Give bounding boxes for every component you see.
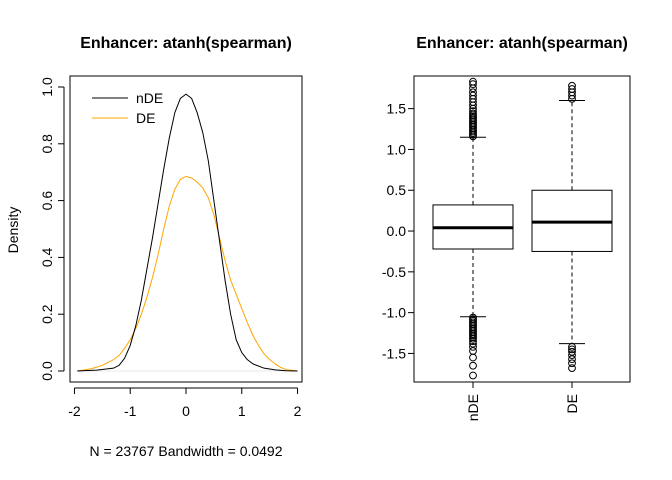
density-y-tick-label: 0.0 [39,361,55,381]
density-series-group [77,93,298,372]
boxplot-y-tick-label: 1.0 [387,141,407,157]
outlier-point-nde [469,80,477,89]
outlier-point-de [568,351,576,359]
outlier-point-nde [469,91,477,100]
box-de [531,81,613,373]
boxplot-y-tick-label: -1.0 [382,305,406,321]
outlier-point-de [568,347,576,356]
boxplot-y-tick-label: -1.5 [382,345,406,361]
density-title: Enhancer: atanh(spearman) [80,35,292,52]
density-line-de [77,175,298,372]
outlier-point-nde [469,343,477,351]
outlier-point-de [568,81,576,90]
boxplot-y-axis: -1.5 -1.0 -0.5 0.0 0.5 1.0 1.5 [382,101,415,361]
outlier-point-de [568,343,576,351]
outlier-point-nde [469,337,477,346]
boxplot-y-tick-label: 0.5 [387,182,407,198]
density-x-tick-label: 2 [294,403,302,419]
boxplot-x-axis: nDE DE [465,381,580,421]
legend-label-nde: nDE [136,90,163,106]
outlier-point-nde [469,109,477,118]
density-y-tick-label: 0.4 [39,247,55,267]
density-y-tick-label: 0.8 [39,134,55,154]
density-legend: nDE DE [92,90,163,126]
density-y-tick-label: 1.0 [39,77,55,97]
density-plot-frame [69,75,303,383]
outlier-point-de [568,85,576,93]
density-y-tick-label: 0.2 [39,304,55,324]
legend-label-de: DE [136,110,155,126]
outlier-point-nde [469,107,477,115]
density-y-axis-label: Density [5,207,21,254]
boxplot-marks [432,77,613,380]
outlier-point-de [568,345,576,354]
outlier-point-nde [469,334,477,343]
density-y-tick-label: 0.6 [39,191,55,211]
density-x-tick-label: 0 [182,403,190,419]
density-y-axis: 0.0 0.2 0.4 0.6 0.8 1.0 [39,77,65,381]
outlier-point-nde [469,371,477,380]
box-nde [432,77,514,380]
boxplot-title: Enhancer: atanh(spearman) [416,35,628,52]
outlier-point-nde [469,361,477,370]
outlier-point-de [568,359,576,368]
outlier-point-de [568,355,576,364]
density-x-axis-label: N = 23767 Bandwidth = 0.0492 [89,443,282,459]
density-line-nde [77,93,298,372]
density-x-tick-label: -2 [68,403,81,419]
density-x-axis: -2 -1 0 1 2 [68,387,302,419]
outlier-point-nde [469,347,477,355]
boxplot-y-tick-label: -0.5 [382,264,406,280]
boxplot-x-tick-label: DE [564,394,580,413]
boxplot-y-tick-label: 1.5 [387,101,407,117]
boxplot-x-tick-label: nDE [465,394,481,421]
outlier-point-de [568,364,576,373]
density-panel: Enhancer: atanh(spearman) 0.00.20.40.60.… [5,35,303,459]
density-x-tick-label: -1 [124,403,137,419]
outlier-point-nde [469,88,477,97]
boxplot-y-tick-label: 0.0 [387,223,407,239]
outlier-point-nde [469,339,477,348]
boxplot-panel: Enhancer: atanh(spearman) -1.5 -1.0 -0.5 0.… [382,35,631,421]
outlier-point-nde [469,353,477,362]
density-x-tick-label: 1 [238,403,246,419]
outlier-point-nde [469,77,477,86]
